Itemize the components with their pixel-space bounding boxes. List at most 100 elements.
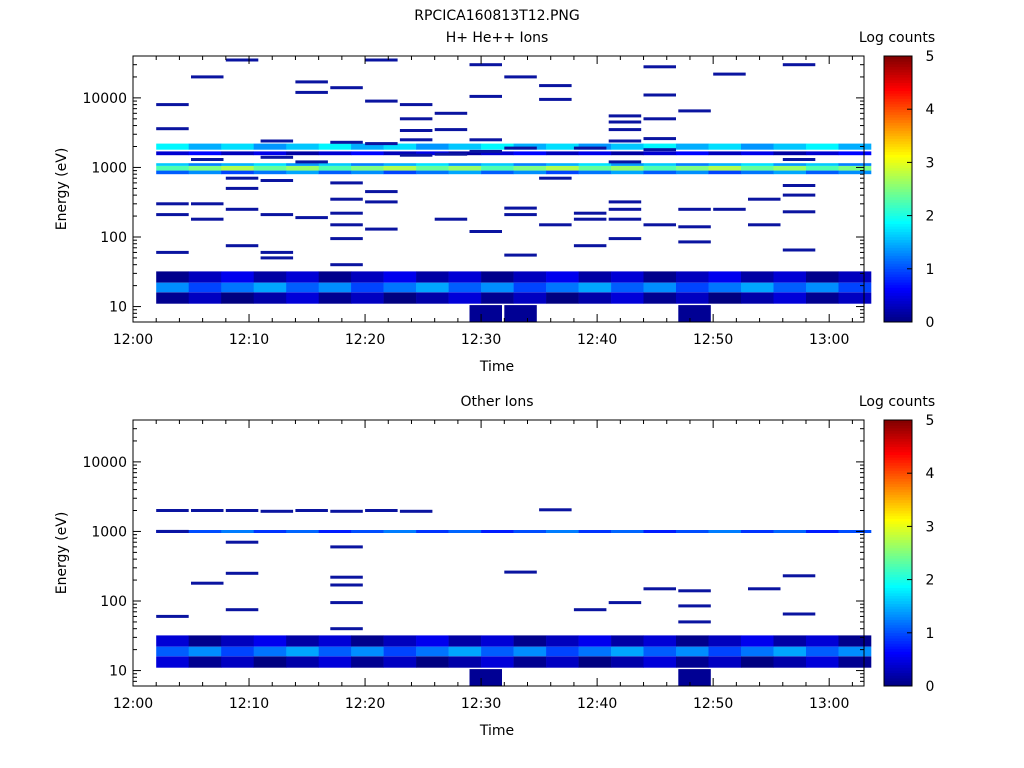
- colorbar-segment: [884, 457, 912, 461]
- colorbar-segment: [884, 632, 912, 636]
- colorbar-segment: [884, 619, 912, 623]
- heatmap-band-cell: [448, 282, 482, 293]
- heatmap-band-cell: [221, 163, 254, 166]
- colorbar-segment: [884, 529, 912, 533]
- heatmap-band-cell: [448, 271, 482, 283]
- colorbar-segment: [884, 563, 912, 567]
- heatmap-count-line: [295, 90, 328, 94]
- heatmap-count-line: [748, 223, 781, 227]
- colorbar-segment: [884, 66, 912, 70]
- heatmap-count-line: [295, 509, 328, 512]
- heatmap-band-cell: [253, 143, 287, 150]
- colorbar-segment: [884, 173, 912, 177]
- heatmap-band-cell: [838, 635, 872, 647]
- colorbar-segment: [884, 167, 912, 171]
- heatmap-band-cell: [221, 656, 254, 668]
- colorbar-tick-label: 0: [926, 679, 935, 695]
- colorbar-segment: [884, 282, 912, 286]
- heatmap-count-line: [330, 181, 363, 185]
- heatmap-band-cell: [611, 151, 644, 156]
- colorbar-segment: [884, 141, 912, 145]
- heatmap-band-cell: [741, 530, 774, 533]
- heatmap-band-cell: [611, 292, 644, 304]
- heatmap-count-line: [608, 207, 642, 211]
- colorbar-segment: [884, 127, 912, 131]
- heatmap-band-cell: [448, 163, 482, 166]
- colorbar-segment: [884, 502, 912, 506]
- colorbar-segment: [884, 683, 912, 687]
- heatmap-band-cell: [838, 151, 872, 156]
- heatmap-band-cell: [481, 292, 514, 304]
- heatmap-band-cell: [546, 646, 579, 657]
- heatmap-band-cell: [708, 646, 742, 657]
- colorbar-segment: [884, 170, 912, 174]
- heatmap-band-cell: [448, 166, 482, 171]
- colorbar-segment: [884, 319, 912, 323]
- heatmap-count-line: [434, 128, 468, 132]
- colorbar-segment: [884, 656, 912, 660]
- figure-title: RPCICA160813T12.PNG: [414, 8, 579, 24]
- heatmap-band-cell: [253, 163, 287, 166]
- x-tick-label: 12:50: [693, 332, 733, 348]
- heatmap-band-cell: [741, 170, 774, 175]
- panel-h-he-axes: 12:00 12:10 12:20 12:30 12:40 12:50 13:00 10 100…: [82, 55, 864, 348]
- colorbar-segment: [884, 202, 912, 206]
- heatmap-band-cell: [643, 646, 677, 657]
- heatmap-count-line: [643, 223, 676, 227]
- panel-other-ylabel: Energy (eV): [54, 512, 70, 595]
- heatmap-band-cell: [351, 163, 384, 166]
- colorbar-segment: [884, 435, 912, 440]
- colorbar-segment: [884, 258, 912, 262]
- heatmap-band-cell: [611, 271, 644, 283]
- heatmap-band-cell: [383, 166, 417, 171]
- x-tick-label: 12:20: [345, 696, 385, 712]
- colorbar-segment: [884, 162, 912, 166]
- colorbar-segment: [884, 212, 912, 216]
- colorbar-segment: [884, 218, 912, 222]
- heatmap-band-cell: [318, 292, 352, 304]
- heatmap-band-cell: [448, 635, 482, 647]
- colorbar-segment: [884, 223, 912, 227]
- heatmap-band-cell: [676, 646, 709, 657]
- heatmap-band-cell: [221, 292, 254, 304]
- heatmap-count-line: [434, 111, 468, 115]
- heatmap-count-line: [365, 142, 398, 146]
- heatmap-count-line: [225, 571, 259, 575]
- heatmap-band-cell: [611, 635, 644, 647]
- colorbar-segment: [884, 287, 912, 291]
- heatmap-band-cell: [416, 143, 449, 150]
- colorbar-segment: [884, 481, 912, 485]
- heatmap-count-line: [539, 97, 572, 101]
- heatmap-band-cell: [416, 151, 449, 156]
- heatmap-band-cell: [708, 170, 742, 175]
- heatmap-count-line: [330, 197, 363, 201]
- colorbar-segment: [884, 111, 912, 115]
- colorbar-segment: [884, 56, 912, 60]
- heatmap-band-cell: [838, 646, 872, 657]
- heatmap-band-cell: [156, 163, 189, 166]
- x-tick-label: 12:50: [693, 696, 733, 712]
- colorbar-segment: [884, 85, 912, 89]
- heatmap-band-cell: [741, 151, 774, 156]
- heatmap-band-cell: [416, 163, 449, 166]
- heatmap-band-cell: [156, 143, 189, 150]
- heatmap-band-cell: [741, 271, 774, 283]
- heatmap-count-line: [260, 139, 294, 143]
- heatmap-count-line: [225, 186, 259, 190]
- heatmap-count-line: [678, 620, 711, 624]
- colorbar-segment: [884, 133, 912, 137]
- colorbar-segment: [884, 545, 912, 549]
- heatmap-count-line: [365, 58, 398, 62]
- heatmap-count-line: [713, 207, 746, 211]
- heatmap-band-cell: [546, 143, 579, 150]
- colorbar-segment: [884, 422, 912, 426]
- colorbar-segment: [884, 547, 912, 551]
- colorbar-segment: [884, 542, 912, 546]
- heatmap-band-cell: [546, 635, 579, 647]
- heatmap-count-line: [156, 509, 189, 512]
- colorbar-tick-label: 5: [926, 49, 935, 65]
- heatmap-band-cell: [611, 646, 644, 657]
- panel-other-colorbar-label: Log counts: [859, 394, 935, 410]
- heatmap-band-cell: [741, 292, 774, 304]
- heatmap-count-line: [225, 540, 259, 544]
